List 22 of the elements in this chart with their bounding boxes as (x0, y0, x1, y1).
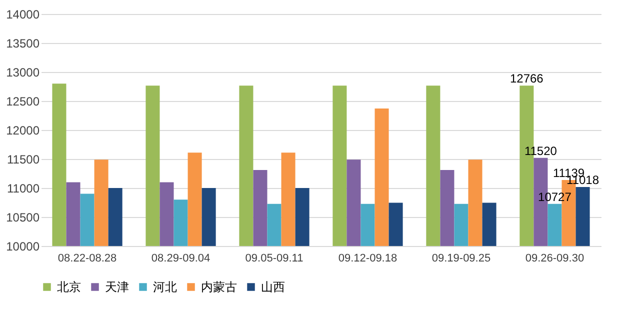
x-tick-label: 08.22-08.28 (58, 252, 117, 264)
legend-label: 内蒙古 (201, 280, 237, 294)
x-tick-label: 09.05-09.11 (245, 252, 304, 264)
x-tick-label: 09.19-09.25 (432, 252, 491, 264)
y-tick-label: 12500 (6, 94, 40, 108)
y-tick-label: 11500 (7, 152, 40, 166)
y-tick-label: 13500 (6, 36, 40, 50)
y-tick-label: 10000 (6, 240, 40, 254)
legend-label: 山西 (261, 280, 285, 294)
y-tick-label: 14000 (6, 8, 40, 22)
data-label: 12766 (510, 72, 544, 86)
data-label: 10727 (538, 190, 572, 204)
legend-label: 天津 (105, 280, 129, 294)
x-tick-label: 09.26-09.30 (525, 252, 584, 264)
y-tick-label: 13000 (6, 66, 40, 80)
y-tick-label: 12000 (6, 124, 40, 138)
y-tick-label: 10500 (6, 210, 40, 224)
x-tick-label: 09.12-09.18 (338, 252, 398, 264)
legend-label: 北京 (57, 280, 81, 294)
y-tick-label: 11000 (7, 182, 40, 196)
legend-label: 河北 (153, 280, 177, 294)
x-tick-label: 08.29-09.04 (151, 252, 210, 264)
